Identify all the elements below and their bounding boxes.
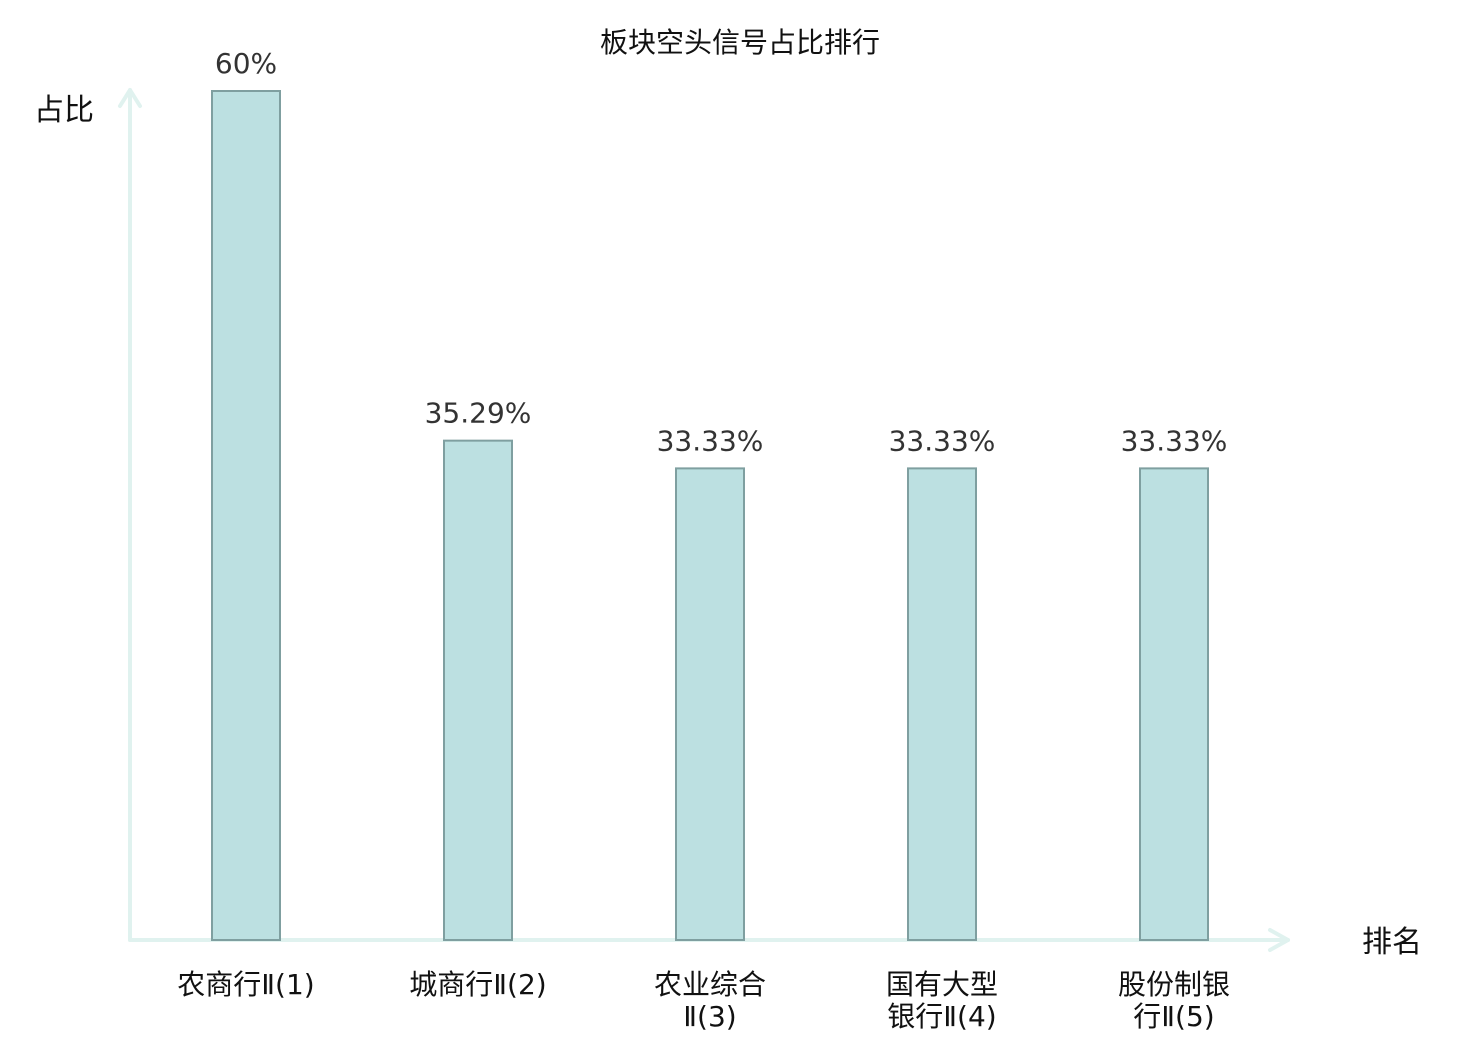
x-tick-label: Ⅱ(3)	[683, 1000, 736, 1033]
bar	[907, 467, 977, 941]
bar	[443, 439, 513, 941]
value-labels-group: 60% 35.29% 33.33% 33.33% 33.33%	[215, 47, 1228, 457]
x-tick-label: 行Ⅱ(5)	[1133, 1000, 1214, 1033]
bar-value-label: 60%	[215, 47, 277, 80]
bar	[675, 467, 745, 941]
chart-title: 板块空头信号占比排行	[600, 26, 880, 59]
x-axis-label: 排名	[1362, 925, 1422, 960]
bar-value-label: 33.33%	[889, 424, 996, 457]
x-tick-label: 银行Ⅱ(4)	[887, 1000, 996, 1033]
bars-group	[211, 90, 1209, 941]
y-axis-arrow	[118, 88, 142, 108]
x-tick-label: 农商行Ⅱ(1)	[177, 968, 314, 1001]
bar-value-label: 33.33%	[657, 424, 764, 457]
bar-value-label: 35.29%	[425, 397, 532, 430]
bar	[211, 90, 281, 941]
y-axis-label: 占比	[34, 93, 94, 128]
x-tick-label: 城商行Ⅱ(2)	[409, 968, 546, 1001]
x-tick-label: 农业综合	[654, 968, 766, 1001]
x-tick-label: 国有大型	[886, 968, 998, 1001]
bar	[1139, 467, 1209, 941]
x-axis-arrow	[1268, 928, 1290, 952]
x-tick-label: 股份制银	[1118, 968, 1230, 1001]
bar-value-label: 33.33%	[1121, 424, 1228, 457]
